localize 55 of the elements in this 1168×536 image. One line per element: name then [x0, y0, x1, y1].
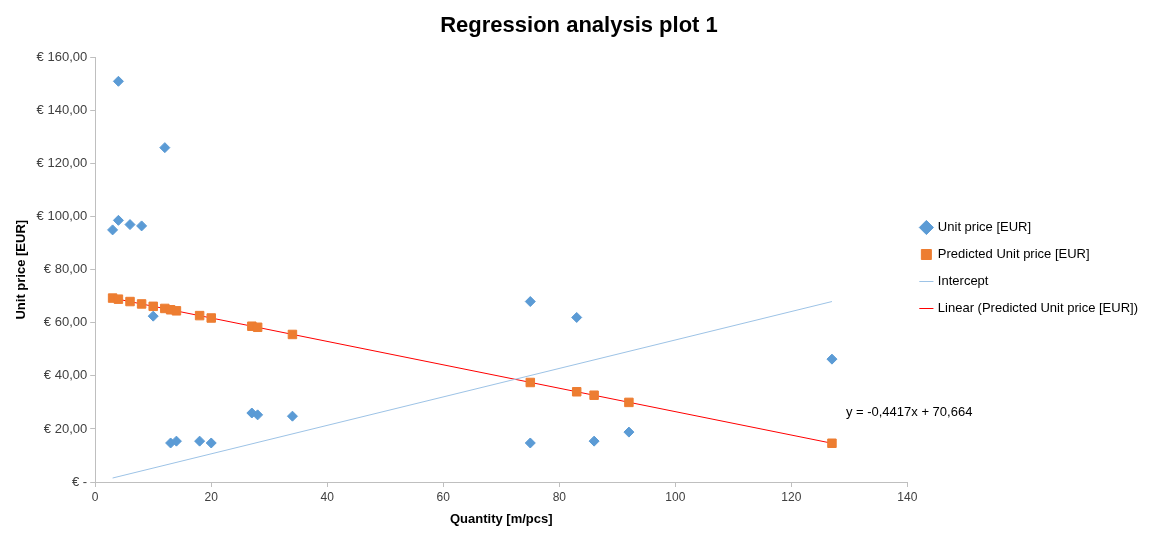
point	[136, 299, 147, 309]
point	[159, 142, 171, 154]
chart-title: Regression analysis plot 1	[440, 12, 718, 38]
point	[524, 437, 536, 449]
x-tick-label: 0	[91, 489, 99, 504]
point	[287, 329, 298, 340]
point	[171, 306, 182, 316]
point	[194, 310, 205, 321]
point	[524, 296, 536, 308]
point	[589, 390, 599, 400]
x-tick-label: 140	[897, 489, 918, 504]
x-tick-label: 40	[320, 489, 335, 504]
point	[827, 438, 837, 448]
point	[124, 219, 136, 231]
y-tick-label: € 160,00	[36, 48, 88, 64]
point	[624, 397, 634, 408]
point	[525, 377, 536, 388]
x-tick-label: 120	[781, 489, 802, 504]
y-tick-label: € 20,00	[43, 420, 88, 436]
y-tick-label: € 120,00	[36, 155, 88, 171]
y-tick-label: € 80,00	[43, 261, 88, 277]
point	[148, 301, 158, 312]
y-tick-label: € 40,00	[43, 367, 88, 383]
x-tick-label: 80	[552, 489, 567, 504]
x-tick-label: 20	[204, 489, 219, 504]
point	[826, 353, 838, 365]
point	[113, 294, 124, 304]
legend-label: Linear (Predicted Unit price [EUR])	[937, 300, 1139, 316]
point	[252, 322, 263, 333]
point	[112, 214, 124, 226]
annotation: y = -0,4417x + 70,664	[845, 403, 973, 419]
y-tick-label: € -	[72, 473, 88, 489]
point	[205, 437, 217, 449]
point	[107, 224, 119, 236]
point	[571, 311, 583, 323]
y-tick-label: € 100,00	[36, 208, 88, 224]
point	[623, 426, 635, 438]
point	[571, 387, 582, 397]
point	[147, 310, 159, 322]
legend-label: Intercept	[937, 273, 989, 289]
y-tick-label: € 140,00	[36, 102, 88, 118]
point	[125, 296, 135, 307]
legend-label: Predicted Unit price [EUR]	[937, 246, 1090, 262]
x-tick-label: 100	[665, 489, 686, 504]
point	[588, 435, 600, 447]
point	[112, 75, 124, 87]
point	[286, 410, 298, 422]
x-tick-label: 60	[436, 489, 451, 504]
x-axis-title: Quantity [m/pcs]	[450, 510, 553, 526]
point	[194, 435, 206, 447]
legend-label: Unit price [EUR]	[937, 219, 1032, 235]
y-axis-title: Unit price [EUR]	[13, 219, 29, 320]
point	[206, 313, 216, 323]
y-tick-label: € 60,00	[43, 314, 88, 330]
point	[136, 220, 148, 232]
